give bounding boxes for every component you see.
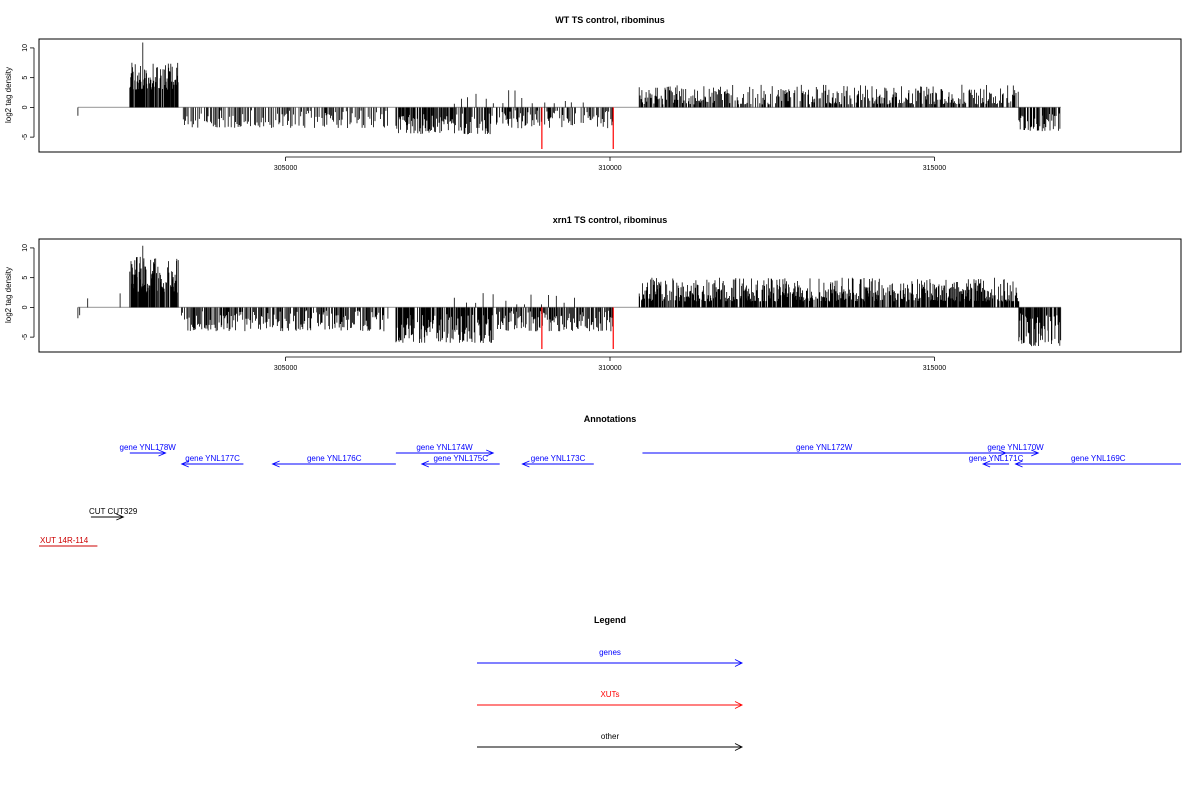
xrn1-y-axis-label: log2 tag density [4,267,13,323]
other-feature: CUT CUT329 [89,507,138,521]
legend-items: genes XUTs other [477,648,744,751]
gene-label: gene YNL175C [433,454,488,463]
wt-bars [77,42,1061,150]
y-tick-label: -5 [22,134,29,140]
y-tick-label: 0 [22,305,29,309]
gene-label: gene YNL170W [987,443,1044,452]
x-tick-label: 305000 [274,365,297,372]
gene-label: gene YNL171C [969,454,1024,463]
gene-label: gene YNL173C [531,454,586,463]
gene-label: gene YNL177C [185,454,240,463]
xrn1-bars [77,245,1062,350]
legend-item: XUTs [477,690,744,709]
wt-y-axis-label: log2 tag density [4,67,13,123]
y-tick-label: 0 [22,105,29,109]
annotation-features: gene YNL178W gene YNL177C gene YNL176C gene… [39,443,1181,547]
wt-plot-frame [38,38,1182,153]
x-tick-label: 315000 [923,365,946,372]
gene-feature: gene YNL170W [987,443,1044,457]
wt-y-axis: -5 0 5 10 [22,44,35,140]
legend: Legend genes XUTs other [477,615,744,751]
y-tick-label: 10 [22,244,29,252]
gene-feature: gene YNL178W [120,443,177,457]
wt-x-axis: 305000 310000 315000 [274,156,946,172]
x-tick-label: 305000 [274,165,297,172]
x-tick-label: 310000 [598,165,621,172]
gene-label: gene YNL174W [416,443,473,452]
other-feature-label: CUT CUT329 [89,507,138,516]
gene-feature: gene YNL173C [521,454,594,468]
gene-label: gene YNL176C [307,454,362,463]
x-tick-label: 310000 [598,365,621,372]
legend-label: other [601,732,620,741]
gene-label: gene YNL178W [120,443,177,452]
gene-feature: gene YNL176C [271,454,396,468]
legend-label: XUTs [600,690,619,699]
wt-density-panel: WT TS control, ribominus log2 tag densit… [4,15,1182,172]
legend-item: other [477,732,744,751]
xrn1-density-panel: xrn1 TS control, ribominus log2 tag dens… [4,215,1182,372]
y-tick-label: 5 [22,276,29,280]
legend-item: genes [477,648,744,667]
gene-feature: gene YNL174W [395,443,495,457]
annotations-title: Annotations [584,414,637,424]
gene-label: gene YNL169C [1071,454,1126,463]
legend-title: Legend [594,615,626,625]
gene-feature: gene YNL172W [642,443,1007,457]
xrn1-plot-frame [38,238,1182,353]
xrn1-y-axis: -5 0 5 10 [22,244,35,340]
legend-label: genes [599,648,621,657]
density-bars [77,42,1061,135]
gene-feature: gene YNL177C [180,454,244,468]
wt-panel-title: WT TS control, ribominus [555,15,665,25]
y-tick-label: -5 [22,334,29,340]
gene-feature: gene YNL169C [1014,454,1181,468]
other-feature-label: XUT 14R-114 [40,536,89,545]
xrn1-x-axis: 305000 310000 315000 [274,356,946,372]
gene-label: gene YNL172W [796,443,853,452]
gene-feature: gene YNL171C [969,454,1024,468]
xrn1-panel-title: xrn1 TS control, ribominus [553,215,668,225]
gene-feature: gene YNL175C [420,454,500,468]
other-feature: XUT 14R-114 [39,536,98,547]
x-tick-label: 315000 [923,165,946,172]
y-tick-label: 10 [22,44,29,52]
y-tick-label: 5 [22,76,29,80]
density-bars [77,245,1062,347]
